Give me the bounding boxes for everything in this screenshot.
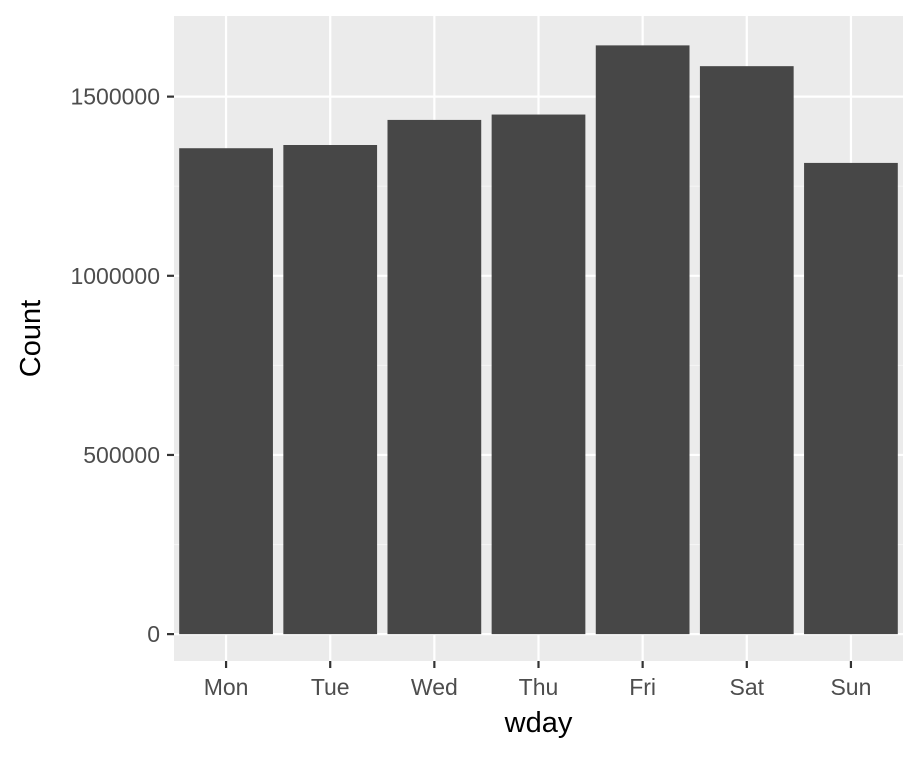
x-tick-label-mon: Mon — [204, 674, 249, 700]
x-tick-label-fri: Fri — [629, 674, 656, 700]
x-tick-label-thu: Thu — [519, 674, 559, 700]
x-tick-label-sun: Sun — [830, 674, 871, 700]
y-tick-label: 1000000 — [70, 263, 160, 289]
bar-sat — [699, 66, 794, 635]
y-axis-title: Count — [15, 300, 47, 377]
bar-wed — [387, 119, 482, 635]
x-axis-title: wday — [504, 707, 573, 739]
bar-tue — [283, 145, 378, 635]
y-tick-label: 1500000 — [70, 84, 160, 110]
bar-thu — [491, 114, 586, 635]
y-axis: 0 500000 1000000 1500000 — [70, 84, 174, 647]
bar-sun — [804, 162, 898, 635]
x-axis: Mon Tue Wed Thu Fri Sat Sun — [204, 661, 871, 700]
x-tick-label-tue: Tue — [311, 674, 350, 700]
x-tick-label-wed: Wed — [411, 674, 458, 700]
bars-group — [179, 45, 898, 635]
y-tick-label: 500000 — [83, 442, 160, 468]
bar-fri — [595, 45, 690, 635]
x-tick-label-sat: Sat — [730, 674, 765, 700]
y-tick-label: 0 — [147, 621, 160, 647]
bar-mon — [179, 148, 273, 635]
